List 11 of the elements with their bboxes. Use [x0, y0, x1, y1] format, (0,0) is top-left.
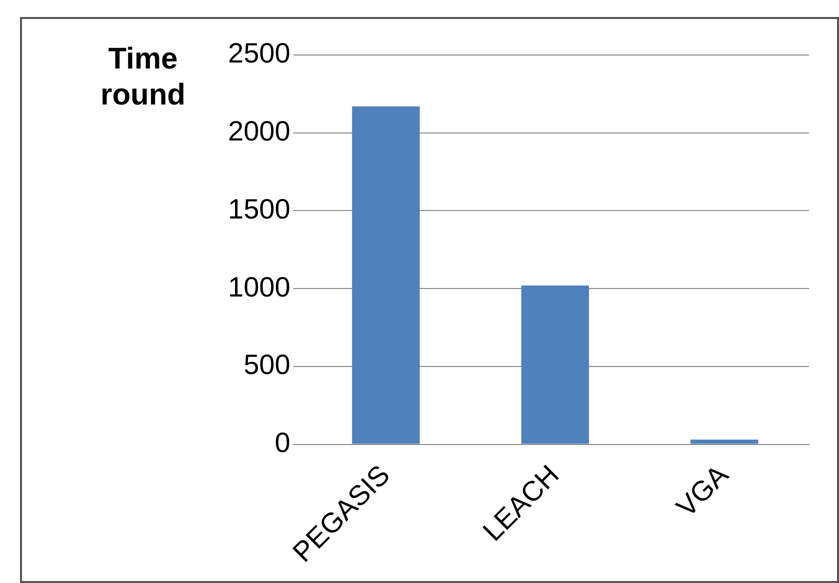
y-tick-label: 2500: [228, 38, 290, 69]
bar: [690, 440, 758, 444]
bar: [521, 285, 589, 444]
y-tick-label: 1500: [228, 193, 290, 224]
y-axis-title: Time round: [100, 42, 186, 112]
bar: [352, 106, 420, 444]
x-tick-label: VGA: [670, 458, 734, 523]
y-tick-label: 2000: [228, 116, 290, 147]
y-tick-label: 0: [274, 427, 290, 458]
y-tick-label: 500: [244, 349, 290, 380]
y-tick-label: 1000: [228, 271, 290, 302]
